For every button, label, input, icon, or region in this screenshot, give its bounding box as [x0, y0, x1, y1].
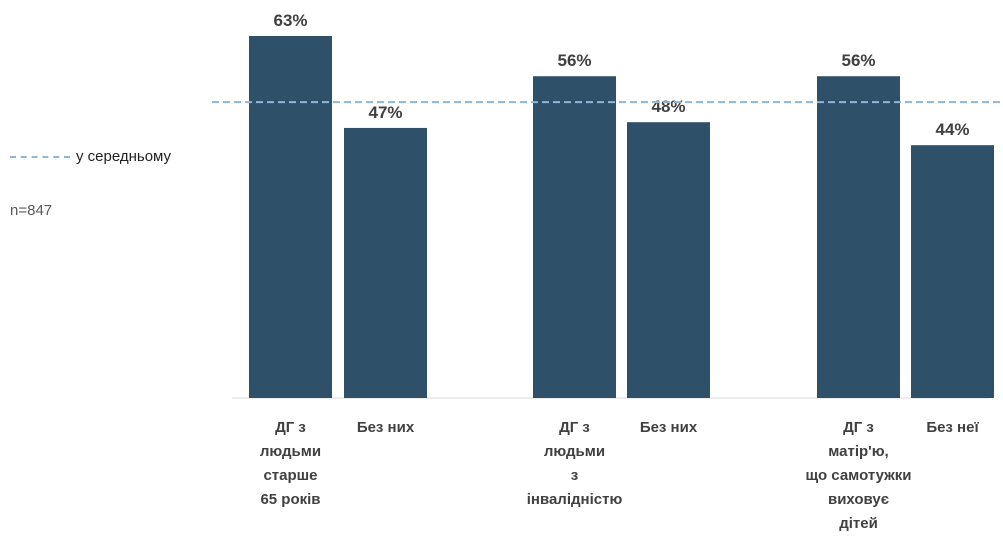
bars-group	[249, 36, 994, 398]
value-label-4: 56%	[841, 51, 875, 70]
category-labels-group: ДГ з людьми старше 65 років Без них ДГ з людьм…	[260, 419, 980, 532]
sample-size-note: n=847	[10, 202, 53, 219]
bar-0	[249, 36, 332, 398]
value-label-0: 63%	[273, 11, 307, 30]
category-label-5: Без неї	[926, 419, 979, 436]
legend-average-label: у середньому	[76, 148, 172, 165]
bar-3	[627, 122, 710, 398]
legend: у середньому	[10, 148, 171, 165]
value-labels-group: 63% 47% 56% 48% 56% 44%	[273, 11, 969, 139]
value-label-3: 48%	[651, 97, 685, 116]
bar-4	[817, 76, 900, 398]
category-label-0: ДГ з людьми старше 65 років	[260, 419, 321, 508]
value-label-2: 56%	[557, 51, 591, 70]
value-label-1: 47%	[368, 103, 402, 122]
category-label-3: Без них	[640, 419, 698, 436]
category-label-2: ДГ з людьми з інвалідністю	[527, 419, 623, 508]
bar-1	[344, 127, 427, 398]
bar-2	[533, 76, 616, 398]
value-label-5: 44%	[935, 120, 969, 139]
bar-5	[911, 145, 994, 398]
category-label-4: ДГ з матір'ю, що самотужки виховує дітей	[806, 419, 912, 532]
category-label-1: Без них	[357, 419, 415, 436]
legend-average-swatch	[10, 155, 70, 158]
